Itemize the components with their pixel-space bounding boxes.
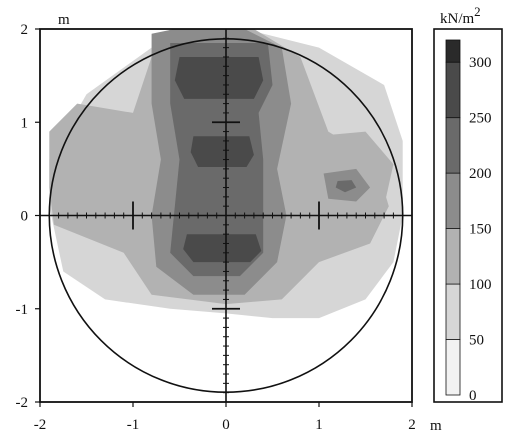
y-axis: 2 1 0 -1 -2 (16, 22, 40, 411)
colorbar-tick-label: 150 (469, 222, 492, 238)
colorbar-tick-label: 250 (469, 111, 492, 127)
colorbar-labels: 300 250 200 150 100 50 0 (469, 55, 492, 404)
y-tick-label: 1 (21, 115, 29, 131)
x-tick-label: -2 (34, 417, 47, 433)
colorbar-swatch (445, 283, 461, 340)
contour-region-250-6 (183, 234, 262, 263)
colorbar-swatches (445, 39, 461, 396)
y-tick-label: -2 (16, 395, 29, 411)
x-tick-label: 1 (315, 417, 323, 433)
x-tick-label: 2 (408, 417, 416, 433)
contour-region-250-5 (190, 136, 254, 167)
colorbar-unit: kN/m2 (440, 4, 481, 27)
colorbar-unit-base: kN/m (440, 11, 475, 27)
y-tick-label: -1 (16, 302, 29, 318)
colorbar: 300 250 200 150 100 50 0 kN/m2 (433, 4, 503, 404)
colorbar-swatch (445, 39, 461, 63)
y-tick-label: 0 (21, 209, 29, 225)
colorbar-tick-label: 200 (469, 166, 492, 182)
x-tick-label: 0 (222, 417, 230, 433)
contour-region-250-4 (174, 57, 264, 99)
x-axis: -2 -1 0 1 2 (34, 402, 416, 433)
colorbar-tick-label: 50 (469, 333, 484, 349)
colorbar-tick-label: 0 (469, 388, 477, 404)
colorbar-unit-exponent: 2 (474, 4, 481, 19)
crosshair-axes (40, 29, 412, 402)
colorbar-tick-label: 100 (469, 277, 492, 293)
colorbar-frame (433, 28, 503, 403)
colorbar-tick-label: 300 (469, 55, 492, 71)
colorbar-swatch (445, 61, 461, 119)
colorbar-swatch (445, 339, 461, 396)
y-tick-label: 2 (21, 22, 29, 38)
x-tick-label: -1 (127, 417, 140, 433)
colorbar-swatch (445, 228, 461, 285)
colorbar-swatch (445, 117, 461, 174)
y-axis-unit: m (58, 12, 70, 28)
x-axis-unit: m (430, 418, 442, 434)
colorbar-swatch (445, 172, 461, 229)
contour-region-200-9 (335, 180, 357, 193)
